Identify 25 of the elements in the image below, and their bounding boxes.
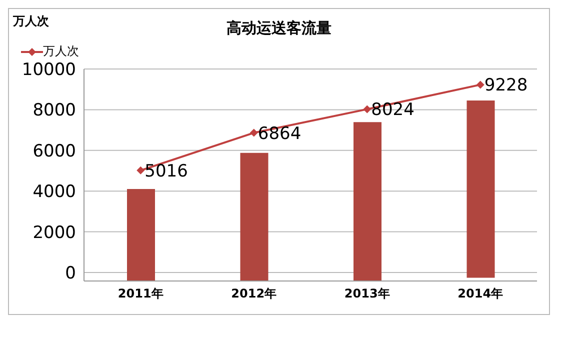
x-tick-label: 2014年 bbox=[458, 286, 504, 301]
y-tick-label: 4000 bbox=[32, 182, 76, 202]
y-tick-label: 0 bbox=[65, 263, 76, 284]
bar bbox=[354, 122, 382, 281]
chart-title: 高动运送客流量 bbox=[226, 19, 332, 37]
data-label: 9228 bbox=[484, 76, 528, 96]
legend-label: 万人次 bbox=[43, 43, 79, 60]
y-tick-label: 6000 bbox=[32, 141, 76, 162]
data-label: 6864 bbox=[258, 124, 302, 144]
y-tick-label: 8000 bbox=[32, 100, 76, 121]
data-label: 5016 bbox=[144, 161, 188, 182]
y-axis-title: 万人次 bbox=[13, 13, 49, 30]
point bbox=[136, 166, 145, 174]
x-tick-label: 2012年 bbox=[231, 286, 277, 301]
bar bbox=[466, 100, 495, 278]
point bbox=[250, 128, 258, 137]
bar bbox=[240, 152, 268, 281]
y-tick-label: 2000 bbox=[32, 222, 76, 243]
point bbox=[476, 80, 484, 89]
x-tick-label: 2011年 bbox=[118, 286, 164, 301]
x-tick-label: 2013年 bbox=[344, 286, 390, 301]
bar bbox=[127, 189, 155, 281]
y-tick-label: 10000 bbox=[22, 60, 76, 80]
point bbox=[363, 105, 372, 114]
data-label: 8024 bbox=[371, 100, 414, 120]
